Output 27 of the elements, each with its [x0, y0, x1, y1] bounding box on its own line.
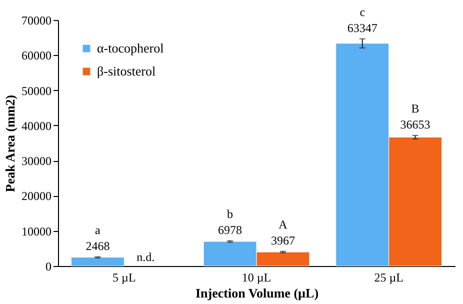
legend-label: β-sitosterol [97, 64, 156, 78]
x-axis-title: Injection Volume (µL) [195, 286, 319, 300]
data-label: 6978 [218, 222, 242, 237]
x-tick-label: 10 µL [242, 270, 272, 284]
y-tick-label: 30000 [22, 154, 52, 168]
annotation: B [411, 101, 420, 116]
annotation: a [95, 222, 102, 237]
y-tick-label: 10000 [22, 224, 52, 238]
y-tick-label: 60000 [22, 48, 52, 63]
y-axis-title: Peak Area (mm2) [2, 94, 18, 192]
legend-label: α-tocopherol [97, 40, 164, 56]
annotation: c [360, 4, 366, 19]
y-tick-label: 50000 [22, 84, 52, 98]
text: n.d. [136, 250, 155, 264]
data-label: 63347 [347, 20, 378, 35]
data-label: 3967 [270, 233, 295, 248]
y-tick-label: 0 [46, 260, 52, 274]
data-label: 36653 [400, 117, 430, 132]
bar [70, 257, 124, 266]
y-tick-label: 70000 [22, 14, 52, 28]
y-tick-label: 20000 [22, 189, 52, 204]
x-tick-label: 25 µL [374, 270, 404, 284]
data-label: 2468 [86, 238, 110, 253]
annotation: A [278, 217, 288, 232]
annotation: b [227, 206, 234, 221]
y-tick-label: 40000 [22, 118, 52, 133]
x-tick-label: 5 µL [112, 270, 136, 284]
